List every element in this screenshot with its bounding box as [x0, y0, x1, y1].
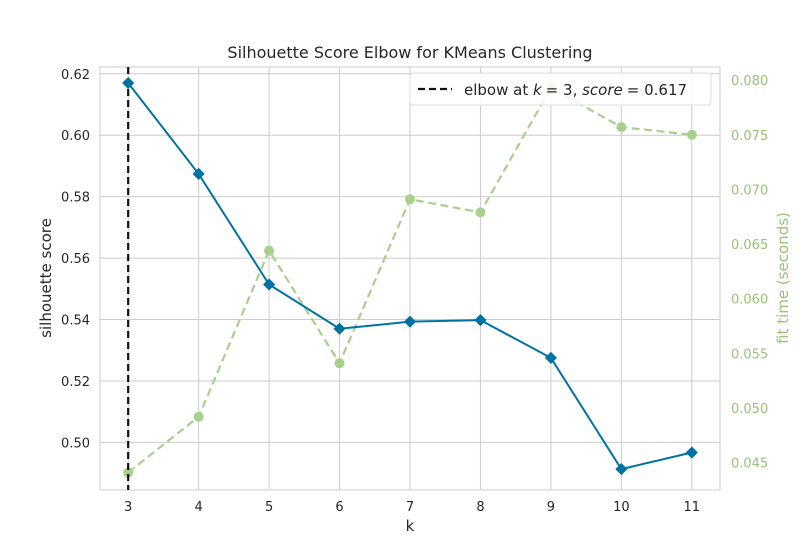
silhouette-point: [333, 322, 346, 335]
silhouette-point: [403, 315, 417, 328]
legend-elbow-score: score: [582, 81, 623, 99]
x-axis-ticks: 3 4 5 6 7 8 9 10 11: [124, 500, 700, 515]
x-tick-label: 9: [547, 500, 555, 515]
fit-time-point: [475, 207, 486, 218]
fit-time-point: [193, 411, 204, 422]
legend-elbow-k: k: [533, 81, 543, 99]
x-tick-label: 7: [406, 500, 414, 515]
y-tick-label: 0.52: [61, 375, 90, 390]
fit-time-point: [334, 358, 345, 369]
silhouette-point: [474, 314, 487, 327]
x-tick-label: 3: [124, 500, 132, 515]
x-axis-label: k: [406, 517, 415, 535]
y2-tick-label: 0.075: [731, 129, 768, 144]
y2-tick-label: 0.070: [731, 183, 768, 198]
silhouette-point: [192, 167, 205, 180]
y2-tick-label: 0.045: [731, 457, 768, 472]
legend: elbow at k = 3, score = 0.617: [409, 72, 712, 106]
y-tick-label: 0.50: [61, 436, 90, 451]
y-axis-label: silhouette score: [37, 218, 55, 338]
x-tick-label: 4: [194, 500, 202, 515]
x-tick-label: 6: [335, 500, 343, 515]
silhouette-point: [544, 351, 557, 364]
silhouette-point: [263, 278, 276, 291]
legend-elbow-k-value: = 3: [546, 81, 573, 99]
y2-axis-label: fit time (seconds): [774, 212, 792, 344]
y2-tick-label: 0.080: [731, 74, 768, 89]
y2-tick-label: 0.050: [731, 402, 768, 417]
silhouette-point: [615, 463, 628, 476]
fit-time-point: [616, 122, 627, 133]
legend-box: [409, 72, 712, 106]
y-tick-label: 0.56: [61, 252, 90, 267]
x-tick-label: 8: [476, 500, 484, 515]
y-axis-ticks: 0.50 0.52 0.54 0.56 0.58 0.60 0.62: [61, 68, 90, 452]
fit-time-point: [264, 245, 275, 256]
legend-elbow-score-value: = 0.617: [627, 81, 687, 99]
y-tick-label: 0.54: [61, 314, 90, 329]
y2-tick-label: 0.060: [731, 293, 768, 308]
legend-elbow-label: elbow at k = 3, score = 0.617: [464, 81, 687, 99]
y-tick-label: 0.62: [61, 68, 90, 83]
chart-title: Silhouette Score Elbow for KMeans Cluste…: [227, 43, 592, 62]
y-tick-label: 0.58: [61, 191, 90, 206]
y-tick-label: 0.60: [61, 129, 90, 144]
plot-area-frame: [99, 66, 721, 491]
series: [122, 67, 698, 490]
silhouette-point: [685, 446, 698, 459]
x-tick-label: 11: [684, 500, 701, 515]
x-tick-label: 5: [265, 500, 273, 515]
y2-axis-ticks: 0.045 0.050 0.055 0.060 0.065 0.070 0.075 0.080: [731, 74, 768, 472]
fit-time-point: [686, 129, 697, 140]
legend-elbow-prefix: elbow at: [464, 81, 533, 99]
fit-time-point: [123, 467, 134, 478]
y2-tick-label: 0.055: [731, 347, 768, 362]
x-tick-label: 10: [613, 500, 630, 515]
y2-tick-label: 0.065: [731, 238, 768, 253]
fit-time-point: [405, 194, 415, 205]
silhouette-point: [122, 76, 135, 90]
